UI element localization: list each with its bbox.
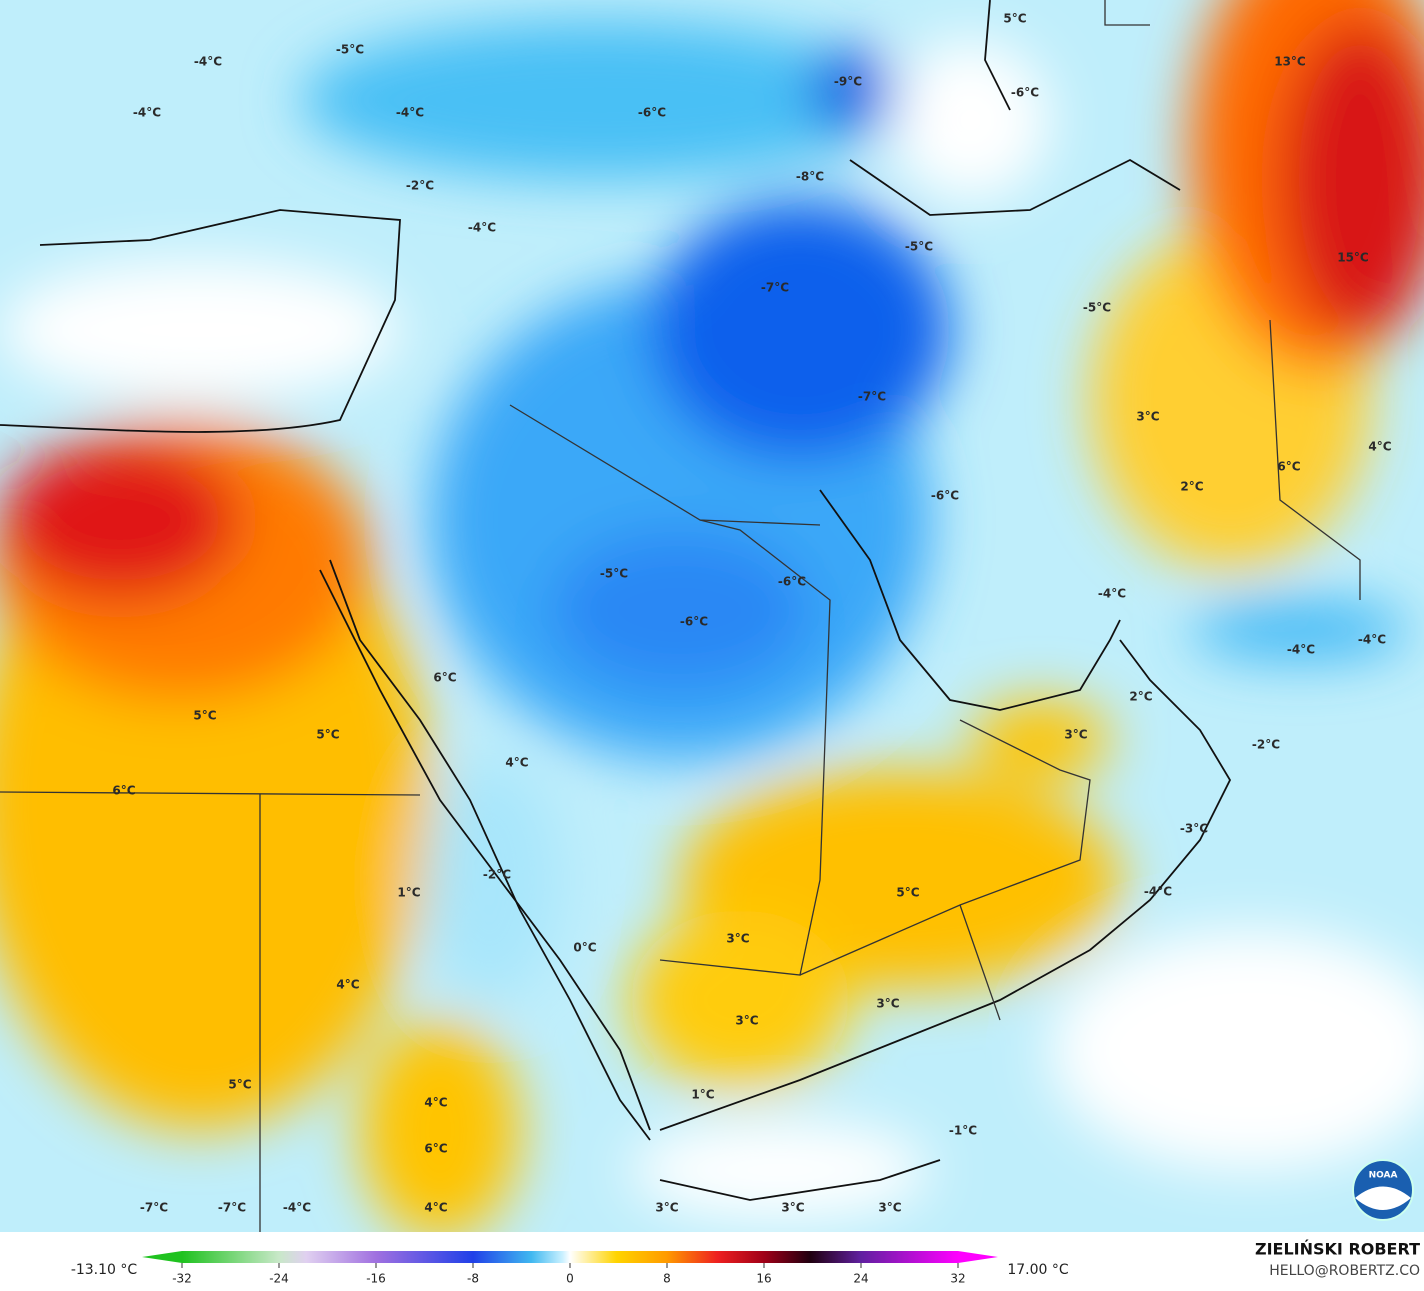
colorbar-tick-label: 0 <box>566 1272 574 1286</box>
temperature-label: -5°C <box>905 240 933 254</box>
author: ZIELIŃSKI ROBERT <box>1255 1240 1420 1259</box>
colorbar-ticks: -32 -24 -16 -8 0 8 16 24 32 <box>172 1263 966 1286</box>
temperature-label: 3°C <box>655 1201 678 1215</box>
temperature-label: 6°C <box>433 671 456 685</box>
temperature-label: -5°C <box>1083 301 1111 315</box>
temperature-label: -2°C <box>1252 738 1280 752</box>
noaa-logo: NOAA <box>1352 1159 1414 1221</box>
temperature-label: -4°C <box>133 106 161 120</box>
logo-wave <box>1355 1186 1411 1210</box>
temperature-label: 3°C <box>876 997 899 1011</box>
temperature-label: -6°C <box>1011 86 1039 100</box>
coastlines <box>0 0 1232 1201</box>
map-field <box>0 0 1424 1232</box>
temperature-label: -4°C <box>283 1201 311 1215</box>
temperature-label: 1°C <box>397 886 420 900</box>
temperature-label: 6°C <box>1277 460 1300 474</box>
colorbar <box>182 1251 958 1263</box>
temperature-label: -9°C <box>834 75 862 89</box>
temperature-label: -7°C <box>858 390 886 404</box>
temperature-label: -6°C <box>778 575 806 589</box>
temperature-label: -5°C <box>600 567 628 581</box>
temperature-label: 6°C <box>424 1142 447 1156</box>
temperature-label: 0°C <box>573 941 596 955</box>
temperature-label: 3°C <box>735 1014 758 1028</box>
temperature-label: 4°C <box>424 1096 447 1110</box>
colorbar-low-arrow <box>142 1251 182 1263</box>
temperature-label: 3°C <box>878 1201 901 1215</box>
temperature-label: 13°C <box>1274 55 1306 69</box>
logo-text: NOAA <box>1369 1171 1398 1181</box>
temperature-label: 5°C <box>896 886 919 900</box>
temperature-label: -7°C <box>140 1201 168 1215</box>
temperature-label: 4°C <box>424 1201 447 1215</box>
contact: HELLO@ROBERTZ.CO <box>1269 1263 1420 1279</box>
temperature-label: -4°C <box>1287 643 1315 657</box>
temperature-label: -7°C <box>761 281 789 295</box>
temperature-label: -8°C <box>796 170 824 184</box>
colorbar-tick-label: -8 <box>467 1272 479 1286</box>
temperature-label: 3°C <box>1136 410 1159 424</box>
temperature-label: -7°C <box>218 1201 246 1215</box>
temperature-labels: 5°C 13°C -9°C -5°C -4°C -4°C -4°C -6°C -6°C -8°C -… <box>112 12 1391 1215</box>
colorbar-tick-label: -24 <box>269 1272 289 1286</box>
temperature-label: 5°C <box>1003 12 1026 26</box>
temperature-label: 5°C <box>316 728 339 742</box>
temperature-label: -4°C <box>396 106 424 120</box>
legend-max: 17.00 °C <box>1007 1262 1069 1278</box>
temperature-label: 2°C <box>1129 690 1152 704</box>
temperature-label: 4°C <box>505 756 528 770</box>
temperature-label: 3°C <box>726 932 749 946</box>
borders <box>0 0 1361 1232</box>
temperature-label: -4°C <box>1358 633 1386 647</box>
colorbar-tick-label: 8 <box>663 1272 671 1286</box>
temperature-label: -4°C <box>194 55 222 69</box>
temperature-label: -5°C <box>336 43 364 57</box>
colorbar-high-arrow <box>958 1251 998 1263</box>
temperature-label: -3°C <box>1180 822 1208 836</box>
temperature-label: 15°C <box>1337 251 1369 265</box>
colorbar-tick-label: 24 <box>853 1272 868 1286</box>
temperature-label: -6°C <box>931 489 959 503</box>
colorbar-tick-label: -16 <box>366 1272 386 1286</box>
temperature-label: 3°C <box>781 1201 804 1215</box>
temperature-label: -2°C <box>483 868 511 882</box>
temperature-label: 6°C <box>112 784 135 798</box>
temperature-label: 5°C <box>228 1078 251 1092</box>
temperature-label: -4°C <box>468 221 496 235</box>
temperature-label: -1°C <box>949 1124 977 1138</box>
colorbar-tick-label: 32 <box>950 1272 965 1286</box>
temperature-label: 3°C <box>1064 728 1087 742</box>
temperature-label: -4°C <box>1144 885 1172 899</box>
legend-min: -13.10 °C <box>71 1262 138 1278</box>
temperature-label: -6°C <box>680 615 708 629</box>
temperature-label: 4°C <box>1368 440 1391 454</box>
temperature-label: 2°C <box>1180 480 1203 494</box>
temperature-label: -2°C <box>406 179 434 193</box>
temperature-label: -4°C <box>1098 587 1126 601</box>
temperature-label: -6°C <box>638 106 666 120</box>
colorbar-tick-label: 16 <box>756 1272 771 1286</box>
colorbar-tick-label: -32 <box>172 1272 192 1286</box>
temperature-label: 4°C <box>336 978 359 992</box>
temperature-label: 5°C <box>193 709 216 723</box>
temperature-label: 1°C <box>691 1088 714 1102</box>
